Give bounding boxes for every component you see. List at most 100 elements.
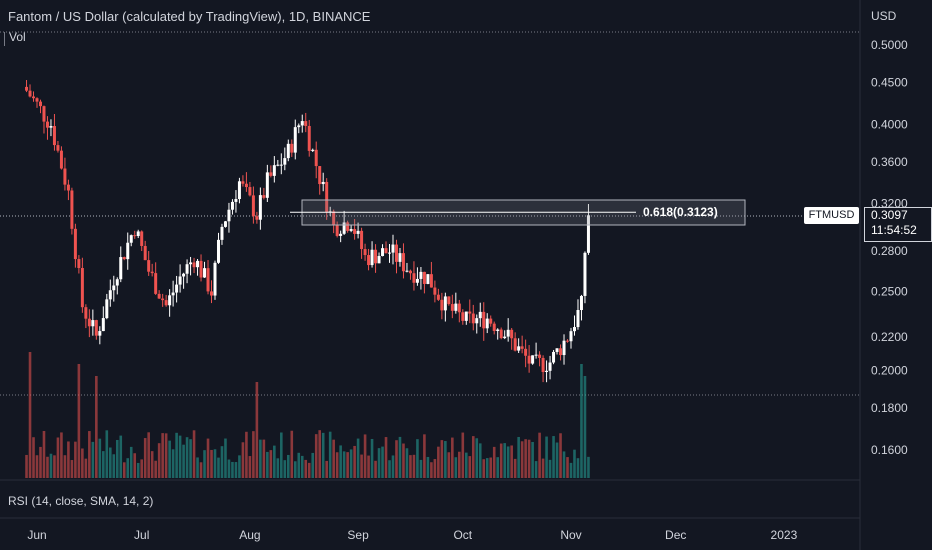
candle-body [126, 242, 130, 260]
candle-body [147, 260, 151, 272]
volume-bar [430, 462, 433, 478]
fib-level-label: 0.618(0.3123) [643, 205, 718, 219]
candle-body [227, 209, 231, 222]
volume-bar [367, 455, 370, 478]
volume-bar [185, 437, 189, 478]
currency-label[interactable]: USD [871, 9, 897, 23]
volume-bar [349, 449, 353, 478]
candle-body [566, 340, 570, 342]
volume-bar [234, 462, 238, 478]
volume-bar [499, 443, 503, 478]
candle-body [520, 346, 524, 349]
candle-body [464, 311, 468, 321]
candle-body [429, 274, 433, 288]
price-tick-label: 0.3600 [871, 155, 908, 169]
last-price-badge: 0.3097 11:54:52 [864, 207, 932, 242]
candle-body [332, 211, 336, 225]
candle-body [80, 268, 84, 308]
candle-body [482, 311, 486, 329]
candle-body [59, 150, 63, 169]
candle-body [321, 181, 325, 185]
candle-body [388, 252, 392, 254]
candle-body [241, 181, 245, 184]
time-tick-label: 2023 [771, 528, 798, 542]
price-tick-label: 0.4000 [871, 117, 908, 131]
volume-bar [122, 462, 126, 478]
volume-bar [576, 458, 580, 478]
candle-body [91, 320, 95, 327]
volume-bar [524, 439, 527, 478]
rsi-label[interactable]: RSI (14, close, SMA, 14, 2) [8, 494, 154, 508]
candle-body [77, 259, 81, 269]
volume-bar [157, 443, 161, 478]
candle-body [506, 329, 510, 337]
candle-body [213, 262, 217, 296]
candle-body [248, 187, 252, 196]
volume-bar [506, 446, 510, 478]
volume-bar [210, 449, 213, 478]
candle-body [457, 303, 461, 313]
candle-body [122, 257, 126, 260]
ticker-badge: FTMUSD [804, 207, 859, 224]
volume-bar [203, 450, 206, 478]
candle-body [524, 348, 528, 356]
candle-body [517, 346, 521, 351]
candle-body [367, 255, 371, 266]
candle-body [510, 329, 514, 339]
candle-body [94, 320, 98, 336]
candle-body [384, 248, 388, 254]
candle-body [293, 127, 297, 153]
candle-body [199, 260, 203, 278]
volume-bar [332, 439, 335, 478]
volume-bar [468, 456, 472, 478]
volume-bar [335, 452, 339, 478]
candle-body [70, 190, 74, 229]
candle-body [279, 164, 283, 166]
candle-body [415, 278, 419, 283]
volume-bar [217, 457, 220, 478]
volume-bar [74, 441, 77, 478]
volume-bar [53, 455, 56, 478]
candle-body [276, 164, 280, 166]
volume-bar [384, 437, 388, 478]
volume-bar [398, 436, 402, 478]
volume-bar [91, 441, 95, 478]
volume-bar [454, 457, 458, 478]
candle-body [45, 121, 49, 128]
candle-body [475, 318, 479, 324]
candle-body [360, 230, 364, 250]
candle-body [391, 244, 395, 253]
candle-body [290, 143, 294, 153]
volume-bar [115, 439, 119, 478]
candle-body [356, 230, 360, 234]
volume-bar [482, 459, 486, 478]
candle-body [468, 311, 472, 314]
volume-bar [28, 352, 32, 478]
volume-bar [391, 455, 395, 478]
candle-body [108, 290, 112, 300]
volume-label[interactable]: Vol [9, 30, 26, 44]
volume-bar [395, 440, 398, 478]
candle-body [185, 264, 189, 274]
volume-bar [311, 452, 315, 478]
volume-bar [517, 436, 520, 478]
candle-body [210, 291, 214, 296]
volume-bar [541, 458, 545, 478]
time-tick-label: Sep [347, 528, 369, 542]
volume-bar [286, 454, 290, 478]
volume-bar [119, 435, 123, 478]
candle-body [119, 257, 123, 280]
candle-body [559, 348, 563, 356]
volume-bar [133, 453, 137, 478]
time-tick-label: Oct [453, 528, 472, 542]
volume-bar [552, 436, 555, 478]
candle-body [555, 348, 559, 352]
candle-body [394, 244, 398, 262]
volume-bar [475, 438, 479, 478]
candle-body [489, 318, 493, 324]
volume-bar [496, 457, 500, 478]
volume-bar [199, 462, 203, 478]
candle-body [223, 221, 227, 227]
candle-body [63, 168, 67, 185]
